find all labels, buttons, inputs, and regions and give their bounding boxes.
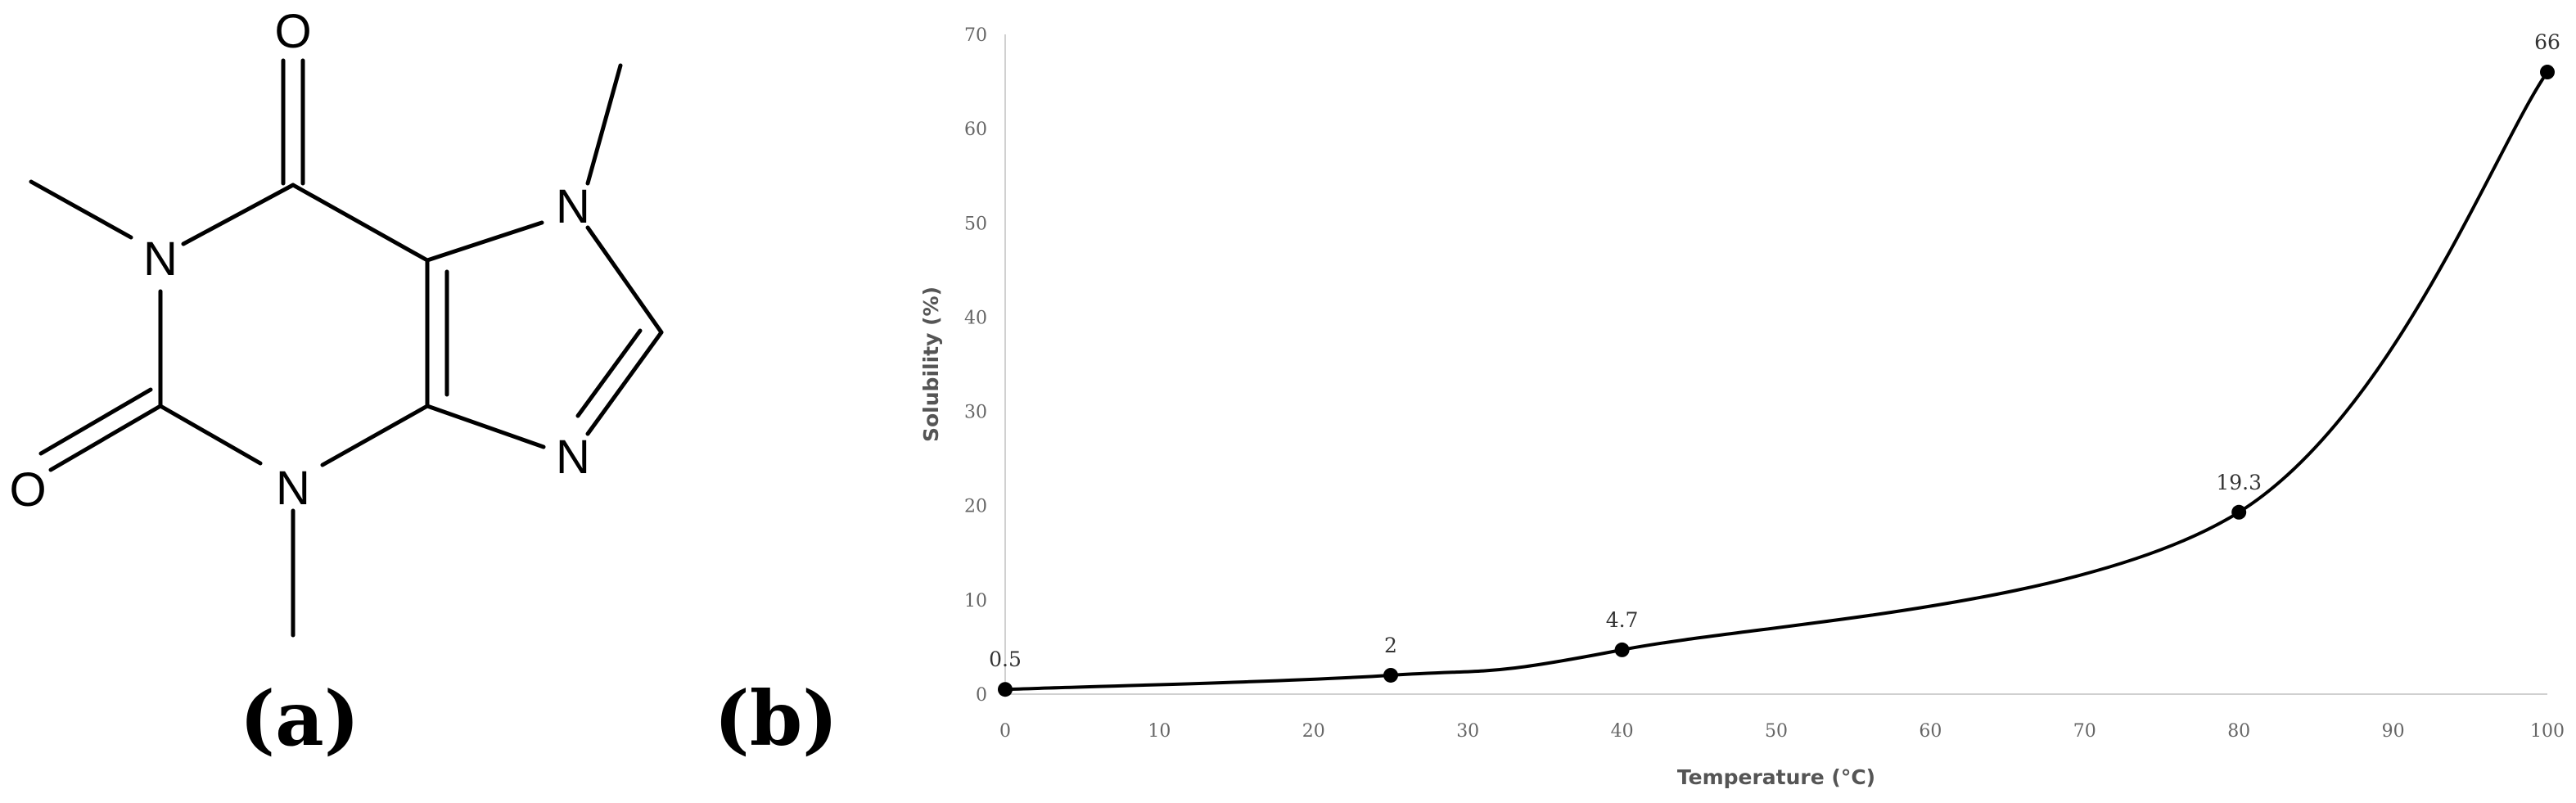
x-tick-label: 40 [1611,721,1634,742]
x-tick-label: 100 [2530,721,2565,742]
x-tick-label: 50 [1765,721,1788,742]
x-tick-labels: 0 10 20 30 40 50 60 70 80 90 100 [999,721,2565,742]
y-tick-labels: 0 10 20 30 40 50 60 70 [964,25,987,706]
bond-c5-n7 [425,220,544,263]
atom-n1: N [143,232,178,286]
bond-c8-n9-double [575,328,643,418]
y-tick-label: 70 [964,25,987,46]
data-label: 4.7 [1606,608,1639,632]
data-label: 19.3 [2216,471,2262,494]
atom-labels: O N N N O N [9,5,590,517]
x-tick-label: 20 [1302,721,1325,742]
x-tick-label: 10 [1148,721,1171,742]
atom-n7: N [556,180,590,233]
data-point [1614,642,1630,657]
bond-n9-c4 [425,404,546,449]
bond-c6-n1 [181,183,295,246]
x-tick-label: 0 [999,721,1011,742]
bond-c8-n9 [585,330,664,436]
bond-n3-c4 [320,404,430,467]
bond-n7-c8 [585,225,664,335]
data-point [2231,504,2247,520]
y-axis-title: Solubility (%) [919,286,943,442]
atom-n9: N [556,431,590,484]
y-tick-label: 20 [964,497,987,517]
data-point [1383,667,1398,683]
bond-n1-methyl [29,179,133,240]
atom-n3: N [276,462,310,515]
x-tick-label: 90 [2382,721,2405,742]
y-tick-label: 30 [964,403,987,423]
bond-c6-c5 [291,183,430,263]
x-tick-label: 30 [1456,721,1479,742]
panel-label-a: (a) [240,674,360,763]
caffeine-structure [29,58,664,638]
x-tick-label: 70 [2073,721,2096,742]
y-tick-label: 50 [964,214,987,234]
bond-c2-o [48,404,163,472]
data-labels: 0.5 2 4.7 19.3 66 [989,30,2560,671]
data-point [2540,65,2555,80]
data-label: 66 [2534,30,2560,54]
y-tick-label: 60 [964,120,987,140]
x-axis-title: Temperature (°C) [1677,765,1875,789]
x-tick-label: 80 [2227,721,2250,742]
y-tick-label: 40 [964,308,987,328]
x-tick-label: 60 [1919,721,1942,742]
bond-n7-methyl [585,63,623,186]
data-point [998,682,1013,697]
data-markers [998,65,2555,697]
bond-c2-o-double [38,387,153,456]
bond-c2-n3 [158,404,263,466]
data-label: 2 [1384,634,1397,657]
atom-o-left: O [9,463,46,517]
solubility-chart: 0 10 20 30 40 50 60 70 0 10 20 30 40 50 60 70 80 90 100 0… [919,25,2565,789]
y-tick-label: 0 [976,685,987,706]
series-line [1004,70,2549,692]
atom-o-top: O [274,5,311,58]
data-label: 0.5 [989,647,1022,671]
panel-label-b: (b) [714,674,837,763]
y-tick-label: 10 [964,591,987,611]
